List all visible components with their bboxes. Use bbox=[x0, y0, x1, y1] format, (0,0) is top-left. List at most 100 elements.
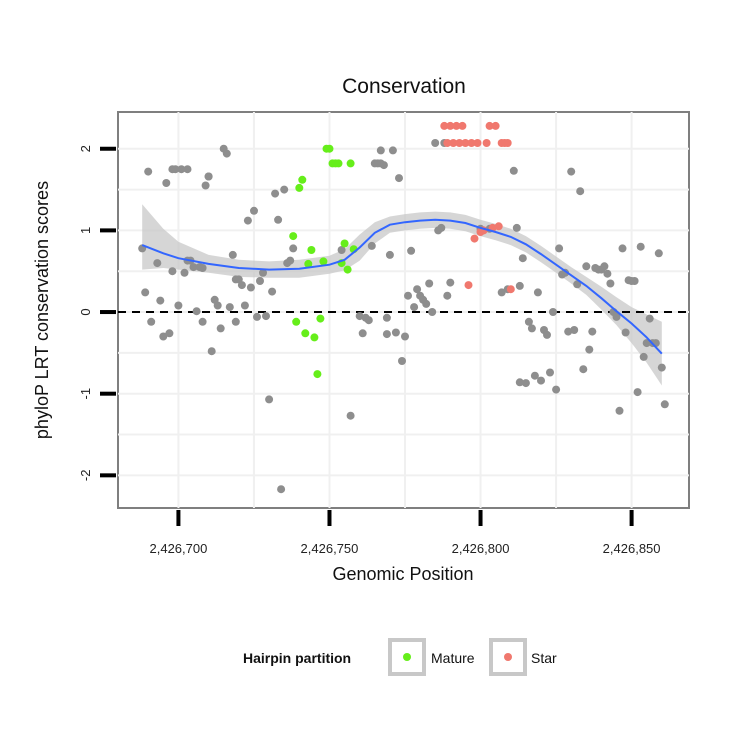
data-point-mature bbox=[295, 183, 304, 192]
data-point-other bbox=[570, 326, 579, 334]
data-point-other bbox=[180, 268, 189, 277]
data-point-other bbox=[398, 357, 406, 365]
data-point-other bbox=[204, 172, 213, 181]
data-point-other bbox=[621, 328, 630, 337]
legend: Hairpin partition Mature Star bbox=[243, 638, 557, 676]
data-point-star bbox=[461, 139, 470, 147]
data-point-other bbox=[165, 329, 174, 338]
data-point-other bbox=[382, 313, 391, 322]
chart-title: Conservation bbox=[342, 75, 466, 98]
data-point-other bbox=[171, 165, 180, 174]
data-point-other bbox=[497, 288, 506, 297]
plot-panel bbox=[117, 111, 690, 509]
data-point-star bbox=[482, 139, 491, 147]
y-tick-label: -1 bbox=[78, 388, 93, 400]
data-point-other bbox=[401, 332, 409, 341]
x-tick-label: 2,426,750 bbox=[301, 541, 359, 556]
data-point-other bbox=[183, 165, 192, 174]
data-point-other bbox=[533, 288, 542, 297]
data-point-mature bbox=[307, 246, 316, 254]
data-point-other bbox=[515, 281, 524, 290]
x-tick-label: 2,426,700 bbox=[150, 541, 208, 556]
data-point-star bbox=[506, 285, 515, 294]
data-point-other bbox=[603, 269, 612, 278]
data-point-other bbox=[552, 385, 561, 394]
data-point-other bbox=[355, 312, 364, 321]
data-point-mature bbox=[292, 317, 301, 326]
data-point-other bbox=[147, 317, 156, 326]
data-point-other bbox=[213, 301, 222, 310]
y-tick-label: 0 bbox=[78, 308, 93, 315]
data-point-other bbox=[579, 365, 588, 374]
y-axis-title: phyloP LRT conservation scores bbox=[32, 181, 52, 439]
data-point-other bbox=[358, 329, 367, 338]
data-point-other bbox=[253, 312, 261, 321]
data-point-star bbox=[473, 139, 482, 147]
data-point-other bbox=[618, 244, 627, 253]
x-axis-title: Genomic Position bbox=[332, 564, 473, 584]
data-point-star bbox=[458, 121, 467, 130]
data-point-other bbox=[555, 244, 564, 253]
data-point-mature bbox=[325, 144, 334, 153]
data-point-other bbox=[277, 485, 286, 494]
data-point-other bbox=[153, 259, 162, 268]
data-point-other bbox=[585, 345, 594, 354]
data-point-star bbox=[443, 139, 452, 147]
data-point-other bbox=[174, 301, 183, 310]
data-point-other bbox=[431, 139, 440, 147]
legend-swatch-star bbox=[504, 653, 512, 661]
legend-title: Hairpin partition bbox=[243, 650, 351, 666]
data-point-other bbox=[250, 206, 258, 215]
data-point-other bbox=[407, 246, 416, 255]
data-point-other bbox=[388, 146, 397, 155]
data-point-other bbox=[256, 277, 264, 285]
data-point-other bbox=[207, 347, 216, 356]
data-point-other bbox=[382, 330, 391, 339]
data-point-other bbox=[509, 166, 518, 175]
data-point-other bbox=[337, 246, 346, 254]
x-tick-label: 2,426,800 bbox=[452, 541, 510, 556]
data-point-other bbox=[177, 165, 186, 174]
data-point-other bbox=[240, 301, 249, 310]
data-point-other bbox=[573, 280, 582, 289]
data-point-other bbox=[156, 296, 165, 305]
data-point-other bbox=[271, 189, 280, 198]
data-point-other bbox=[422, 299, 431, 308]
smooth-line-layer bbox=[141, 218, 663, 355]
data-point-other bbox=[543, 330, 551, 339]
data-point-other bbox=[600, 262, 609, 271]
data-point-other bbox=[521, 379, 530, 388]
data-point-other bbox=[660, 400, 669, 409]
data-point-other bbox=[144, 167, 153, 176]
data-point-other bbox=[410, 303, 419, 312]
data-point-other bbox=[168, 267, 177, 276]
data-point-star bbox=[494, 222, 503, 231]
data-point-other bbox=[228, 250, 237, 259]
data-point-other bbox=[198, 317, 207, 326]
data-point-other bbox=[201, 181, 210, 190]
data-point-other bbox=[246, 283, 255, 292]
data-point-other bbox=[189, 263, 198, 272]
data-point-other bbox=[364, 316, 373, 325]
data-point-other bbox=[262, 312, 270, 321]
data-point-other bbox=[615, 406, 624, 415]
data-point-other bbox=[413, 285, 422, 294]
data-point-mature bbox=[340, 239, 349, 248]
data-point-other bbox=[225, 303, 234, 312]
data-point-other bbox=[512, 223, 521, 232]
data-point-other bbox=[237, 281, 246, 290]
smooth-line bbox=[141, 218, 663, 355]
data-point-other bbox=[280, 185, 289, 194]
data-point-other bbox=[636, 242, 645, 251]
data-point-other bbox=[159, 332, 168, 341]
legend-label-mature: Mature bbox=[431, 650, 475, 666]
data-point-other bbox=[657, 363, 666, 372]
data-point-other bbox=[243, 216, 252, 225]
axes-layer: 2,426,700 2,426,750 2,426,800 2,426,850 -2 -1… bbox=[78, 145, 661, 556]
data-point-other bbox=[395, 174, 403, 183]
data-point-star bbox=[491, 121, 500, 130]
data-point-mature bbox=[346, 159, 355, 168]
data-point-mature bbox=[334, 159, 343, 168]
data-point-star bbox=[446, 121, 455, 130]
